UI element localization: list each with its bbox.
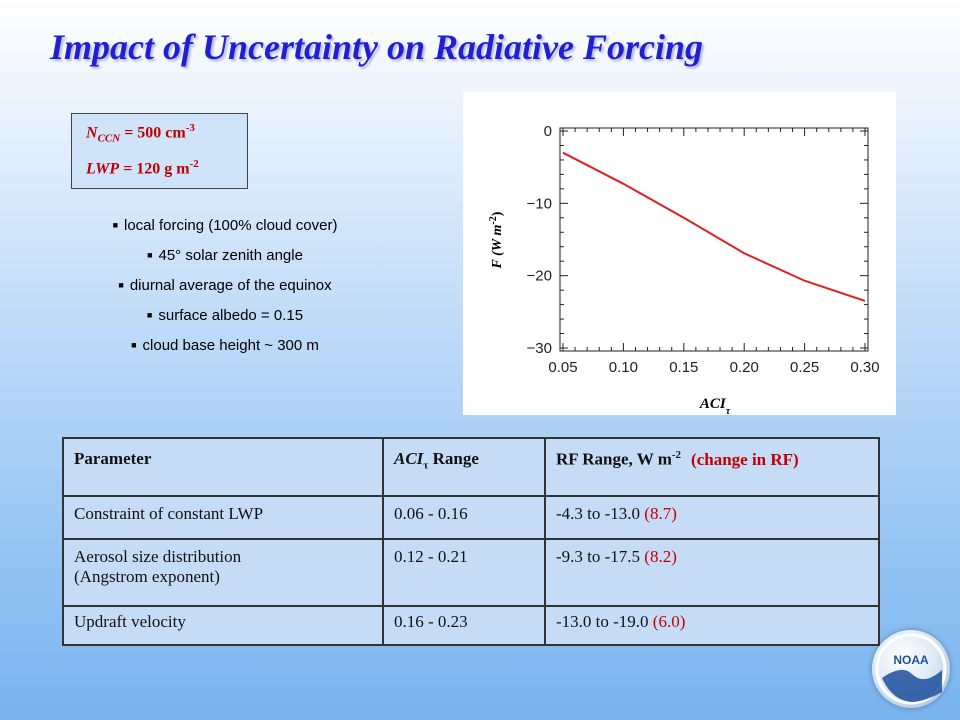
cell-parameter: Constraint of constant LWP: [62, 495, 384, 540]
forcing-series-line: [562, 151, 866, 302]
cell-rf-range: -4.3 to -13.0 (8.7): [544, 495, 880, 540]
x-tick-label: 0.20: [730, 359, 759, 376]
table-row: Constraint of constant LWP 0.06 - 0.16 -…: [62, 495, 880, 540]
nccn-exponent: -3: [185, 122, 195, 134]
parameter-box: NCCN = 500 cm-3 LWP = 120 g m-2: [71, 113, 248, 189]
lwp-line: LWP = 120 g m-2: [86, 158, 199, 178]
x-tick-label: 0.25: [790, 359, 819, 376]
y-tick-label: −20: [527, 268, 552, 285]
header-aci-range: ACIτ Range: [382, 437, 546, 497]
table-header-row: Parameter ACIτ Range RF Range, W m-2 (cha…: [62, 437, 880, 497]
forcing-chart: 0.05 0.10 0.15 0.20 0.25 0.30 0 −10 −20 −30 F (W …: [463, 92, 896, 417]
nccn-subscript: CCN: [97, 132, 121, 145]
x-tick-label: 0.30: [850, 359, 879, 376]
header-parameter: Parameter: [62, 437, 384, 497]
rf-change-value: (8.2): [644, 547, 677, 566]
cell-aci-range: 0.12 - 0.21: [382, 538, 546, 607]
lwp-exponent: -2: [189, 158, 199, 170]
x-tick-label: 0.15: [669, 359, 698, 376]
cell-parameter: Aerosol size distribution (Angstrom expon…: [62, 538, 384, 607]
lwp-symbol: LWP: [86, 160, 120, 178]
noaa-logo: NOAA: [872, 630, 950, 708]
cell-aci-range: 0.06 - 0.16: [382, 495, 546, 540]
table-row: Updraft velocity 0.16 - 0.23 -13.0 to -1…: [62, 605, 880, 646]
noaa-emblem-icon: NOAA: [875, 633, 947, 705]
table-row: Aerosol size distribution (Angstrom expon…: [62, 538, 880, 607]
axis-ticks: 0.05 0.10 0.15 0.20 0.25 0.30 0 −10 −20 −30: [527, 123, 880, 376]
bullet-item: ■ diurnal average of the equinox: [118, 277, 332, 294]
y-axis-label: F (W m-2): [488, 211, 506, 269]
chart-svg: 0.05 0.10 0.15 0.20 0.25 0.30 0 −10 −20 −30 F (W …: [488, 123, 880, 417]
y-tick-label: −30: [527, 340, 552, 357]
cell-parameter: Updraft velocity: [62, 605, 384, 646]
uncertainty-table: Parameter ACIτ Range RF Range, W m-2 (cha…: [62, 437, 880, 646]
square-bullet-icon: ■: [118, 280, 124, 290]
noaa-logo-text: NOAA: [893, 653, 929, 667]
nccn-value: = 500 cm: [120, 124, 186, 142]
conditions-list: ■ local forcing (100% cloud cover) ■ 45° s…: [60, 212, 390, 362]
cell-aci-range: 0.16 - 0.23: [382, 605, 546, 646]
cell-rf-range: -13.0 to -19.0 (6.0): [544, 605, 880, 646]
bullet-item: ■ cloud base height ~ 300 m: [131, 337, 319, 354]
header-rf-range: RF Range, W m-2 (change in RF): [544, 437, 880, 497]
y-tick-label: −10: [527, 195, 552, 212]
slide-title: Impact of Uncertainty on Radiative Forci…: [50, 27, 703, 67]
square-bullet-icon: ■: [112, 220, 118, 230]
square-bullet-icon: ■: [131, 340, 137, 350]
lwp-value: = 120 g m: [119, 160, 190, 178]
x-tick-label: 0.10: [609, 359, 638, 376]
bullet-item: ■ surface albedo = 0.15: [146, 307, 304, 324]
rf-change-value: (6.0): [652, 612, 686, 631]
x-tick-label: 0.05: [548, 359, 577, 376]
square-bullet-icon: ■: [147, 250, 153, 260]
y-tick-label: 0: [544, 123, 552, 140]
x-axis-label: ACIτ: [699, 396, 731, 415]
square-bullet-icon: ■: [146, 310, 153, 320]
nccn-symbol: N: [86, 124, 98, 142]
nccn-line: NCCN = 500 cm-3: [86, 122, 195, 145]
chart-series: [562, 151, 866, 302]
bullet-item: ■ local forcing (100% cloud cover): [112, 217, 338, 234]
bullet-item: ■ 45° solar zenith angle: [147, 247, 303, 264]
rf-change-value: (8.7): [644, 504, 677, 523]
cell-rf-range: -9.3 to -17.5 (8.2): [544, 538, 880, 607]
plot-frame: [559, 127, 869, 352]
